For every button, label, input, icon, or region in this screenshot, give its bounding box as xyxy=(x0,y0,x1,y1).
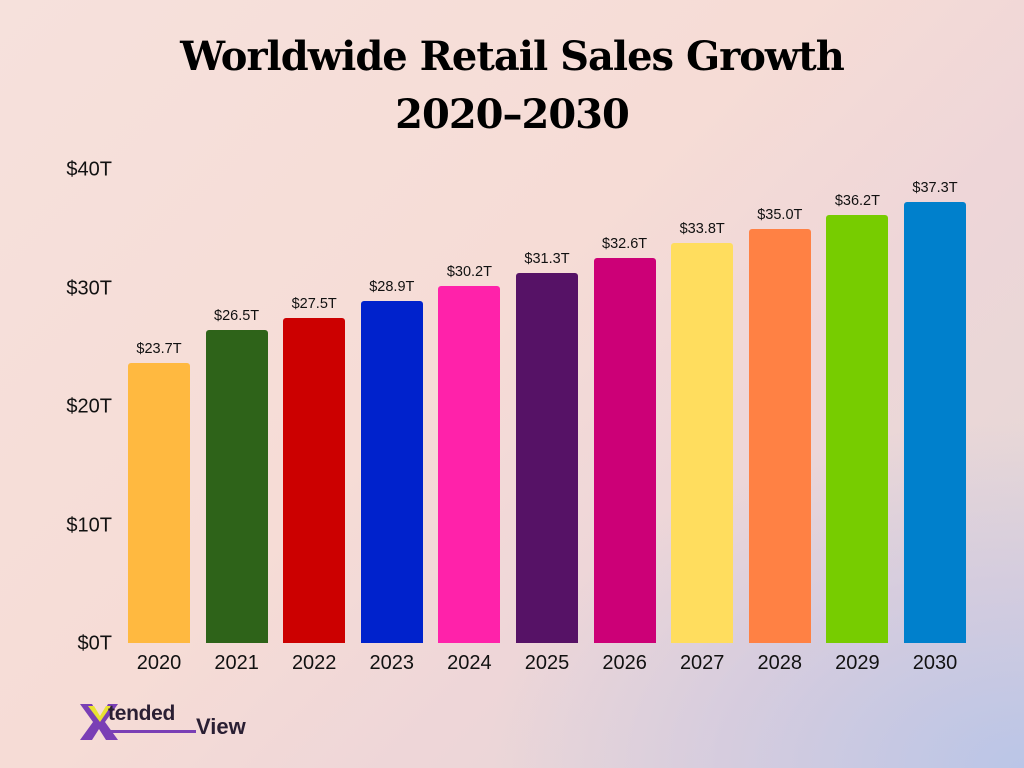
logo-text: tended xyxy=(108,702,176,725)
bar-value-label: $27.5T xyxy=(291,295,337,312)
y-tick-label: $30T xyxy=(66,277,112,300)
x-tick-label: 2020 xyxy=(136,652,182,674)
chart-title-line1: Worldwide Retail Sales Growth xyxy=(180,33,845,80)
x-tick-label: 2021 xyxy=(214,652,259,674)
chart-title: Worldwide Retail Sales Growth 2020–2030 xyxy=(0,28,1024,144)
bar-value-label: $35.0T xyxy=(757,207,803,224)
y-tick-label: $20T xyxy=(66,395,112,418)
bar-2021 xyxy=(205,329,268,643)
bar-value-label: $30.2T xyxy=(446,263,492,280)
x-tick-label: 2022 xyxy=(291,652,337,674)
x-tick-label: 2025 xyxy=(524,652,570,674)
chart-title-line2: 2020–2030 xyxy=(395,91,630,138)
bar-value-label: $33.8T xyxy=(679,221,725,238)
bar-value-label: $23.7T xyxy=(136,340,182,357)
bar-2030 xyxy=(904,201,966,643)
bar-2020 xyxy=(128,362,190,643)
bar-2022 xyxy=(283,317,346,643)
logo-text-view: View xyxy=(196,714,246,739)
bar-value-label: $32.6T xyxy=(602,235,648,252)
bar-value-label: $37.3T xyxy=(912,179,958,196)
brand-logo: tended View xyxy=(78,700,278,744)
bar-2028 xyxy=(748,229,811,643)
bar-value-label: $26.5T xyxy=(214,307,260,324)
bar-2027 xyxy=(671,243,734,643)
bar-2024 xyxy=(438,285,501,643)
x-tick-label: 2030 xyxy=(912,652,958,674)
bar-value-label: $28.9T xyxy=(369,279,415,296)
bar-2029 xyxy=(826,214,889,643)
y-tick-label: $0T xyxy=(77,632,112,655)
x-tick-label: 2023 xyxy=(369,652,415,674)
x-tick-label: 2028 xyxy=(757,652,803,674)
x-tick-label: 2026 xyxy=(602,652,647,674)
bar-value-label: $36.2T xyxy=(834,192,880,209)
bar-2023 xyxy=(360,301,423,643)
x-tick-label: 2029 xyxy=(835,652,880,674)
y-tick-label: $10T xyxy=(66,514,112,537)
x-tick-label: 2024 xyxy=(447,652,492,674)
logo-underline xyxy=(106,730,196,733)
x-tick-label: 2027 xyxy=(679,652,725,674)
bar-value-label: $31.3T xyxy=(524,250,570,267)
y-tick-label: $40T xyxy=(66,158,112,181)
bar-2025 xyxy=(516,272,578,643)
bar-2026 xyxy=(593,257,656,643)
